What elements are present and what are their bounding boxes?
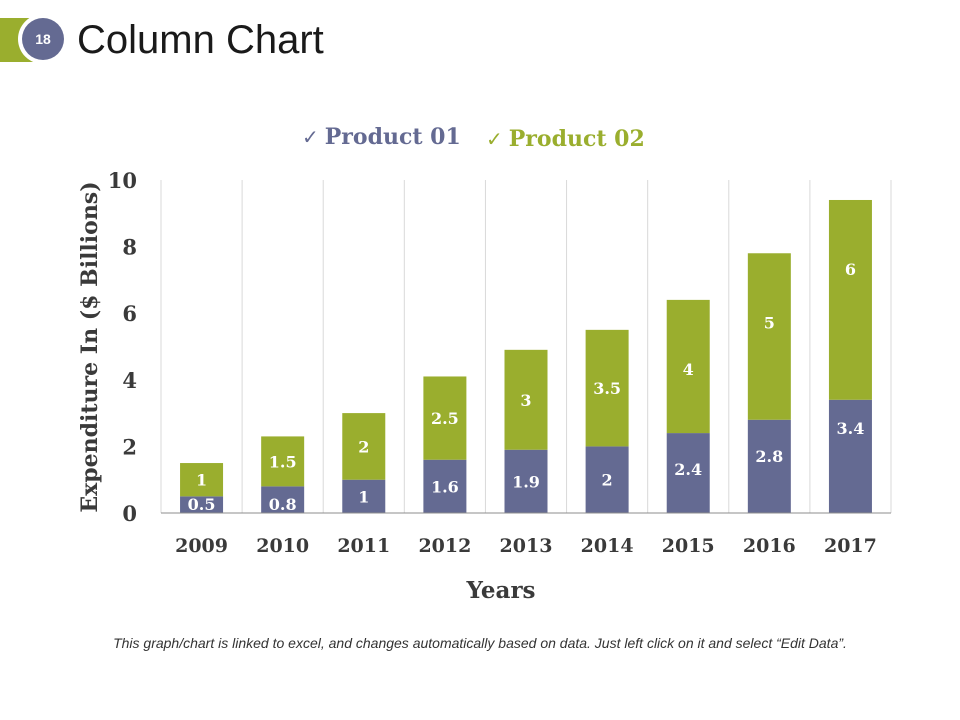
y-axis-title: Expenditure In ($ Billions)	[77, 181, 103, 512]
data-label: 1	[358, 487, 369, 506]
bar-product-01-2014[interactable]	[585, 446, 629, 513]
y-tick-label: 4	[122, 368, 137, 393]
bar-product-02-2016[interactable]	[747, 253, 791, 420]
x-tick-label: 2016	[743, 535, 796, 557]
bar-product-02-2013[interactable]	[504, 349, 548, 450]
bar-product-02-2010[interactable]	[261, 436, 305, 487]
chart-legend: ✓ Product 01 ✓ Product 02	[0, 122, 960, 158]
data-label: 3.5	[593, 379, 621, 398]
data-label: 3	[520, 391, 531, 410]
footnote: This graph/chart is linked to excel, and…	[113, 635, 847, 651]
chart-axes: 0 2 4 6 8 10 2009 2010 2011 2012 2013 2014 2015 2016 2…	[108, 168, 891, 557]
x-tick-label: 2017	[824, 535, 877, 557]
bar-product-01-2013[interactable]	[504, 449, 548, 513]
bar-product-01-2009[interactable]	[180, 496, 224, 513]
x-tick-label: 2010	[256, 535, 309, 557]
chart-bars	[180, 199, 872, 513]
slide-title: Column Chart	[77, 18, 324, 62]
bar-product-01-2017[interactable]	[828, 399, 872, 513]
x-tick-label: 2015	[662, 535, 715, 557]
bar-product-01-2010[interactable]	[261, 486, 305, 513]
data-label: 1.6	[431, 477, 459, 496]
bar-product-02-2012[interactable]	[423, 376, 467, 460]
data-label: 2.5	[431, 409, 459, 428]
x-axis-title: Years	[465, 577, 535, 604]
data-label: 1.5	[269, 452, 297, 471]
data-label: 1	[196, 471, 207, 490]
page-number-badge: 18	[18, 14, 68, 64]
bar-product-02-2017[interactable]	[828, 199, 872, 400]
bar-product-01-2016[interactable]	[747, 419, 791, 513]
x-tick-label: 2009	[175, 535, 228, 557]
x-tick-label: 2014	[581, 535, 634, 557]
bar-product-01-2012[interactable]	[423, 459, 467, 513]
data-label: 5	[764, 313, 775, 332]
page-number: 18	[22, 18, 64, 60]
legend-item-product-02[interactable]: ✓ Product 02	[486, 126, 645, 152]
data-label: 4	[683, 360, 694, 379]
data-label: 3.4	[837, 419, 865, 438]
y-tick-label: 8	[122, 235, 137, 260]
data-label: 6	[845, 260, 856, 279]
data-label: 2	[602, 471, 613, 490]
y-tick-label: 0	[122, 501, 137, 526]
bar-product-02-2011[interactable]	[342, 413, 386, 480]
legend-label-product-01: Product 01	[324, 124, 461, 150]
y-tick-label: 10	[108, 168, 137, 193]
bar-product-02-2009[interactable]	[180, 463, 224, 497]
check-icon: ✓	[302, 125, 319, 149]
bar-product-01-2011[interactable]	[342, 479, 386, 513]
data-label: 0.8	[269, 495, 297, 514]
x-tick-label: 2013	[500, 535, 553, 557]
y-tick-label: 6	[122, 301, 137, 326]
data-label: 2	[358, 437, 369, 456]
y-tick-label: 2	[122, 434, 137, 459]
bar-product-01-2015[interactable]	[666, 433, 710, 513]
bar-product-02-2014[interactable]	[585, 329, 629, 447]
x-tick-label: 2011	[337, 535, 390, 557]
data-label: 0.5	[188, 495, 216, 514]
check-icon: ✓	[486, 127, 503, 151]
data-label: 1.9	[512, 472, 540, 491]
chart-gridlines	[160, 180, 892, 513]
x-tick-label: 2012	[418, 535, 471, 557]
data-label: 2.8	[755, 447, 783, 466]
chart-data-labels: 0.5 1 0.8 1.5 1 2 1.6 2.5 1.9 3 2 3.5 2.4 4 2.8 5 3.4 6	[188, 260, 865, 514]
data-label: 2.4	[674, 460, 702, 479]
legend-label-product-02: Product 02	[508, 126, 645, 152]
bar-product-02-2015[interactable]	[666, 299, 710, 434]
legend-item-product-01[interactable]: ✓ Product 01	[302, 124, 461, 150]
